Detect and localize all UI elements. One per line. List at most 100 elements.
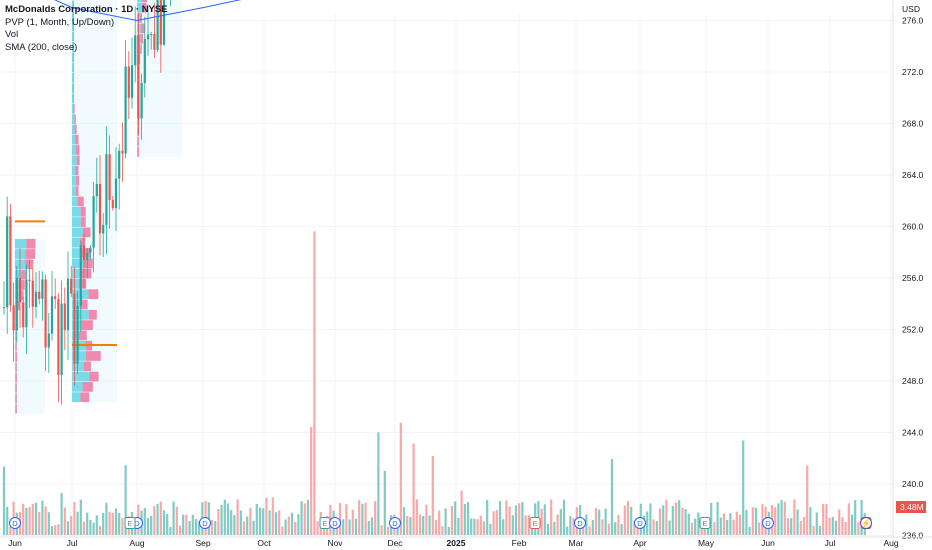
flash-marker[interactable]: ⚡ [860, 517, 872, 529]
volume-bar [425, 504, 428, 535]
volume-bar [169, 526, 172, 535]
volume-bar [754, 507, 758, 535]
profile-bar-up [72, 227, 83, 238]
volume-bar [28, 507, 31, 535]
candle [137, 12, 140, 135]
candle-body [89, 247, 92, 253]
profile-bar-up [72, 73, 74, 83]
currency-label[interactable]: USD [902, 4, 920, 14]
candle [162, 0, 166, 46]
candle-body [44, 279, 47, 348]
volume-bar [473, 518, 476, 535]
candle-body [150, 34, 153, 36]
volume-bar [713, 522, 716, 535]
flash-icon [860, 517, 872, 529]
earnings-marker[interactable]: E [124, 517, 136, 529]
earnings-marker[interactable]: E [319, 517, 331, 529]
volume-bar [178, 525, 182, 535]
volume-bar [489, 523, 492, 535]
volume-bar [111, 513, 114, 535]
volume-bar [143, 508, 146, 535]
profile-bar-up [72, 31, 74, 42]
earnings-marker[interactable]: E [699, 517, 711, 529]
volume-bar [47, 512, 50, 535]
volume-bar [162, 510, 166, 535]
profile-bar-up [72, 330, 80, 341]
candle-body [102, 224, 105, 234]
chart-legend: McDonalds Corporation · 1D · NYSE PVP (1… [5, 4, 168, 54]
indicator-sma[interactable]: SMA (200, close) [5, 41, 78, 53]
volume-bar [796, 509, 799, 535]
profile-bar-down [140, 23, 145, 34]
volume-bar [150, 515, 153, 535]
volume-bar [815, 512, 818, 535]
volume-bar [652, 519, 655, 535]
symbol-title[interactable]: McDonalds Corporation · 1D · NYSE [5, 4, 168, 15]
event-label: E [532, 519, 537, 528]
time-tick-label: Jul [67, 538, 78, 548]
profile-bar-down [73, 62, 74, 73]
volume-bar [118, 513, 121, 535]
volume-bar [95, 515, 98, 535]
candle-body [124, 66, 127, 154]
volume-bar [735, 511, 738, 535]
profile-bar-up [137, 136, 139, 147]
dividend-marker[interactable]: D [634, 517, 646, 529]
time-tick-label: Dec [387, 538, 403, 548]
dividend-marker[interactable]: D [574, 517, 586, 529]
volume-bar [633, 521, 636, 535]
volume-bar [681, 507, 684, 535]
candle [118, 143, 121, 210]
volume-bar [786, 518, 790, 535]
volume-bar [66, 521, 70, 535]
candle-body [137, 35, 140, 119]
profile-bar-up [72, 237, 81, 248]
volume-bar [73, 501, 76, 535]
profile-bar-down [21, 269, 27, 280]
candle-body [143, 39, 146, 83]
volume-bar [591, 520, 594, 535]
candle [18, 248, 22, 328]
volume-bar [242, 521, 246, 535]
earnings-marker[interactable]: E [529, 517, 541, 529]
dividend-marker[interactable]: D [9, 517, 21, 529]
volume-bar [700, 524, 703, 535]
volume-bar [825, 504, 828, 535]
candle [38, 270, 41, 305]
indicator-vol[interactable]: Vol [5, 29, 19, 40]
candle [95, 157, 98, 213]
candle [146, 4, 150, 56]
volume-bar [834, 520, 838, 535]
time-tick-label: Jun [761, 538, 775, 548]
candle [73, 267, 76, 386]
volume-bar [831, 517, 834, 535]
volume-bar [210, 519, 214, 535]
volume-bar [620, 523, 623, 535]
profile-bar-down [25, 249, 36, 259]
dividend-marker[interactable]: D [199, 517, 211, 529]
profile-bar-down [140, 13, 142, 23]
volume-bar [284, 519, 287, 535]
volume-bar [511, 515, 514, 535]
profile-bar-down [73, 83, 74, 94]
candle [9, 204, 12, 312]
time-tick-label: Jul [825, 538, 836, 548]
candle [127, 51, 130, 120]
candle-body [127, 66, 130, 98]
volume-bar [153, 505, 156, 535]
dividend-marker[interactable]: D [389, 517, 401, 529]
profile-bar-down [74, 124, 77, 135]
dividend-marker[interactable]: D [329, 517, 341, 529]
candle-body [76, 305, 79, 364]
volume-bar [306, 500, 310, 535]
profile-bar-down [80, 268, 92, 279]
candle [2, 281, 6, 315]
volume-bar [758, 522, 761, 535]
volume-bar [556, 514, 559, 535]
volume-bar [748, 526, 751, 535]
dividend-marker[interactable]: D [762, 517, 774, 529]
volume-bar [466, 502, 470, 535]
price-axis: 236.0 240.0 244.0 248.0 252.0 256.0 260.0 264.0… [892, 0, 924, 550]
indicator-pvp[interactable]: PVP (1, Month, Up/Down) [5, 16, 115, 28]
